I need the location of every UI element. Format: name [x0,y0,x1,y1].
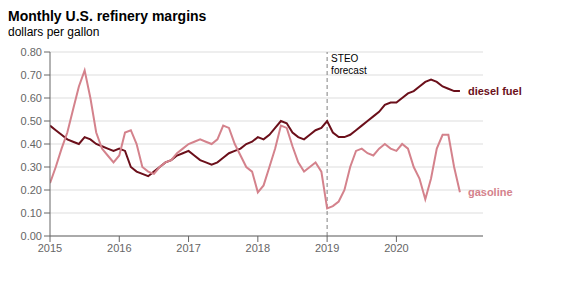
svg-text:2015: 2015 [38,242,62,254]
svg-text:0.10: 0.10 [21,207,42,219]
svg-text:0.40: 0.40 [21,138,42,150]
html-text:dollars per gallon: dollars per gallon [8,25,100,39]
svg-text:2020: 2020 [384,242,408,254]
svg-text:0.80: 0.80 [21,46,42,58]
svg-text:0.50: 0.50 [21,115,42,127]
svg-text:2016: 2016 [107,242,131,254]
svg-text:diesel fuel: diesel fuel [468,85,522,97]
html-text:Monthly U.S. refinery margins: Monthly U.S. refinery margins [8,8,207,24]
svg-text:2018: 2018 [246,242,270,254]
svg-text:2019: 2019 [315,242,339,254]
svg-text:0.30: 0.30 [21,161,42,173]
svg-text:0.00: 0.00 [21,230,42,242]
svg-text:gasoline: gasoline [468,186,513,198]
svg-text:0.20: 0.20 [21,184,42,196]
svg-text:STEOforecast: STEOforecast [331,53,367,76]
svg-text:0.70: 0.70 [21,69,42,81]
svg-text:2017: 2017 [176,242,200,254]
svg-text:0.60: 0.60 [21,92,42,104]
